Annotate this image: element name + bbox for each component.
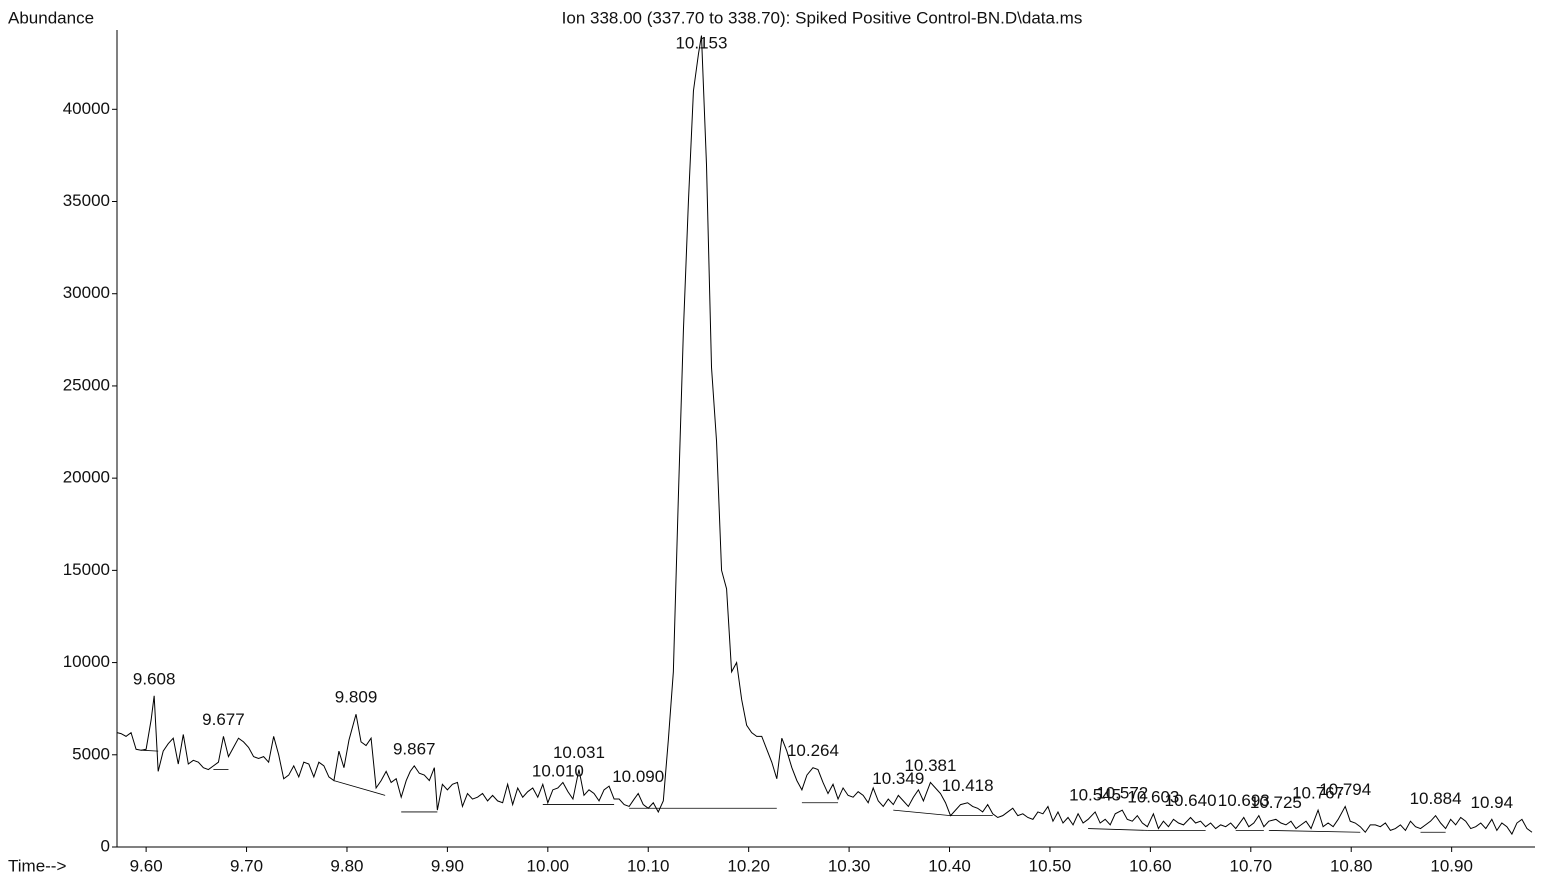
x-tick-label: 9.80 [330,856,363,875]
peak-label: 10.545 [1069,785,1121,804]
peak-label: 10.349 [872,769,924,788]
trace [116,35,1533,836]
x-tick-label: 10.10 [627,856,670,875]
x-tick-label: 9.70 [230,856,263,875]
peak-label: 10.794 [1319,780,1371,799]
x-tick-label: 10.70 [1230,856,1273,875]
x-tick-label: 10.20 [727,856,770,875]
y-tick-label: 35000 [63,191,110,210]
integration-baseline [893,809,951,817]
x-tick-label: 9.60 [130,856,163,875]
chart-title: Ion 338.00 (337.70 to 338.70): Spiked Po… [562,8,1083,27]
x-tick-label: 10.90 [1430,856,1473,875]
y-tick-label: 30000 [63,283,110,302]
peak-label: 10.153 [675,33,727,52]
peak-label: 10.418 [942,776,994,795]
x-axis-label: Time--> [8,856,66,875]
peak-label: 10.010 [532,761,584,780]
peak-label: 10.725 [1250,793,1302,812]
peak-label: 10.381 [904,756,956,775]
x-tick-label: 10.60 [1129,856,1172,875]
x-tick-label: 10.50 [1029,856,1072,875]
integration-baseline [141,749,159,752]
integration-baseline [333,780,386,796]
y-tick-label: 5000 [72,744,110,763]
integration-baseline [1268,830,1361,833]
x-tick-label: 10.30 [828,856,871,875]
y-axis-label: Abundance [8,8,94,27]
integration-baseline [1088,828,1148,831]
y-tick-label: 0 [101,836,110,855]
peak-label: 10.884 [1410,789,1462,808]
y-tick-label: 10000 [63,652,110,671]
peak-label: 10.031 [553,743,605,762]
peak-label: 10.264 [787,741,839,760]
peak-label: 10.640 [1165,791,1217,810]
x-tick-label: 10.80 [1330,856,1373,875]
x-tick-label: 9.90 [431,856,464,875]
peak-label: 10.767 [1292,784,1344,803]
peak-label: 10.090 [612,767,664,786]
y-tick-label: 40000 [63,99,110,118]
x-tick-label: 10.00 [527,856,570,875]
y-tick-label: 25000 [63,375,110,394]
peak-label: 9.809 [335,688,378,707]
y-tick-label: 20000 [63,468,110,487]
peak-label: 10.572 [1096,784,1148,803]
x-tick-label: 10.40 [928,856,971,875]
peak-label: 9.608 [133,669,176,688]
peak-label: 10.603 [1127,787,1179,806]
peak-label: 10.693 [1218,791,1270,810]
peak-label: 9.867 [393,739,436,758]
y-tick-label: 15000 [63,560,110,579]
peak-label: 9.677 [202,710,245,729]
peak-label: 10.94 [1471,793,1514,812]
